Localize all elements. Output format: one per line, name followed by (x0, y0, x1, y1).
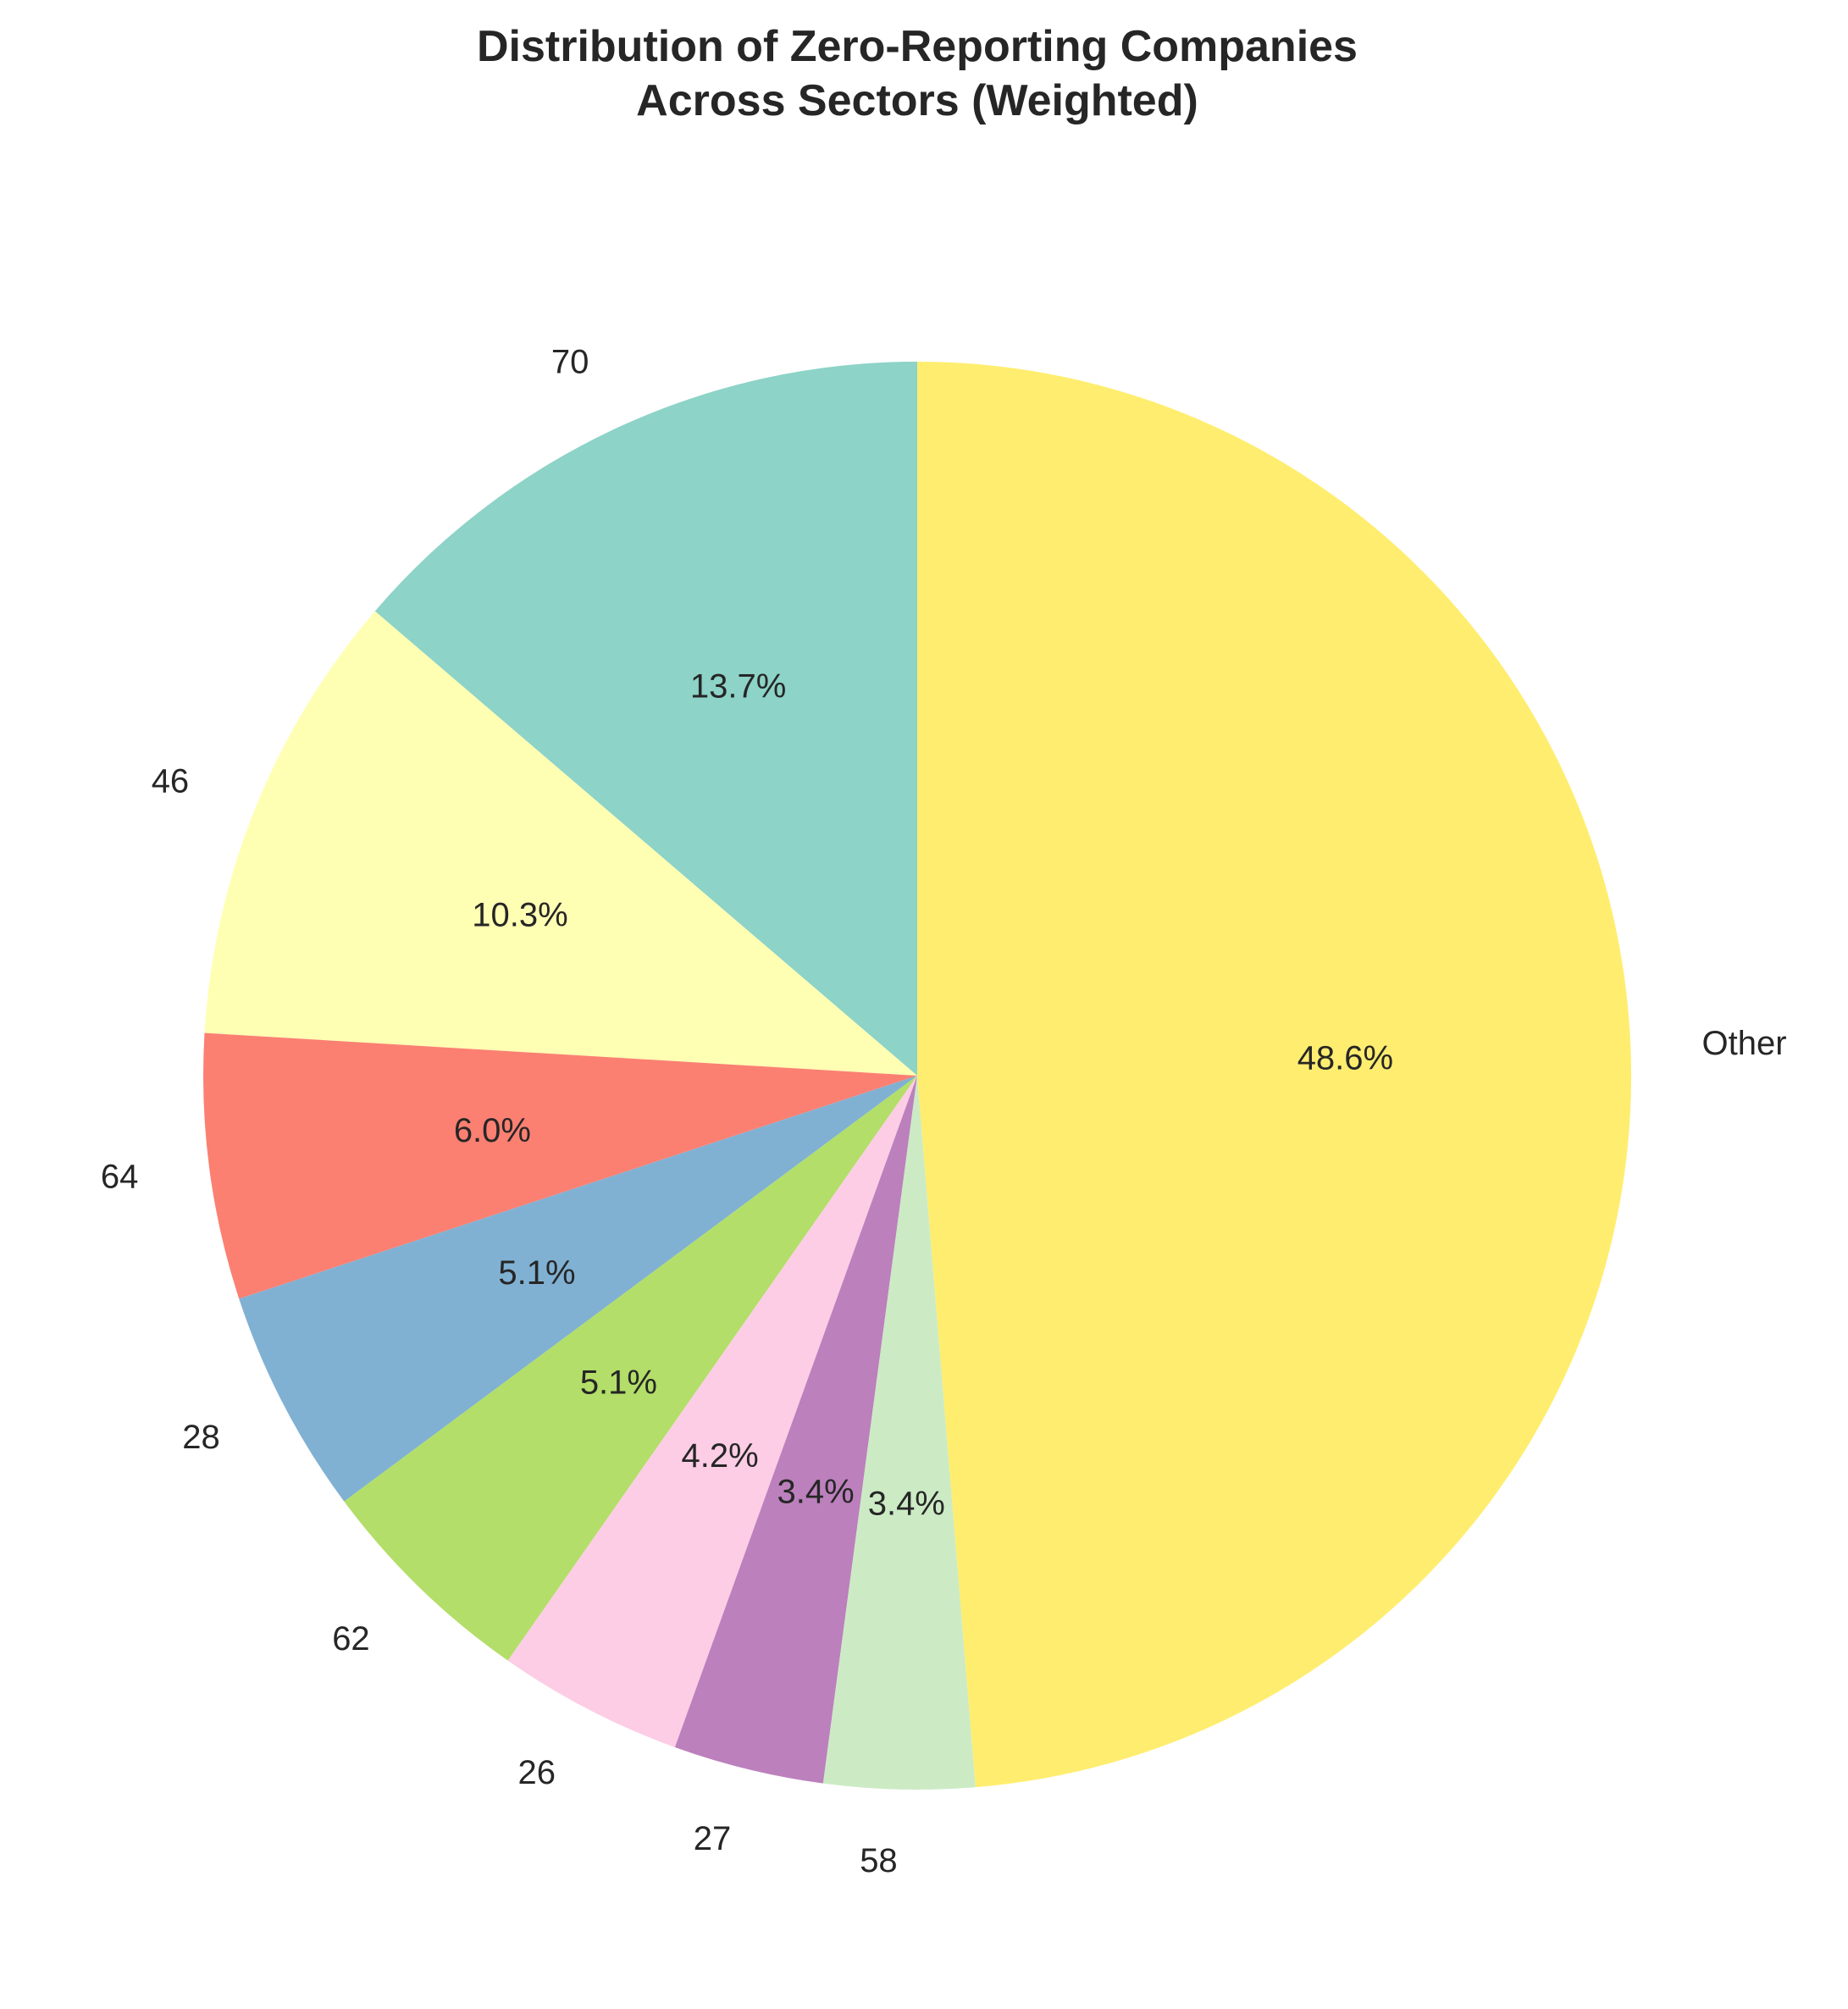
slice-pct-27: 3.4% (777, 1473, 855, 1510)
slice-label-26: 26 (518, 1754, 556, 1791)
slice-pct-58: 3.4% (868, 1486, 945, 1523)
slice-label-62: 62 (332, 1620, 370, 1658)
pie-slice-46 (204, 611, 917, 1076)
pie-slice-62 (344, 1076, 918, 1661)
pie-slice-28 (239, 1076, 917, 1502)
slice-pct-26: 4.2% (682, 1437, 759, 1475)
pie-slice-58 (822, 1076, 976, 1790)
slice-pct-28: 5.1% (498, 1254, 575, 1292)
slice-pct-other: 48.6% (1297, 1039, 1393, 1076)
slice-pct-46: 10.3% (472, 897, 567, 934)
slice-pct-62: 5.1% (580, 1364, 657, 1402)
pie-slice-26 (507, 1076, 917, 1747)
slice-label-70: 70 (551, 344, 589, 381)
chart-title-line-2: Across Sectors (Weighted) (636, 76, 1198, 125)
slice-label-28: 28 (182, 1419, 220, 1456)
pie-labels: 70 13.7% 46 10.3% 64 6.0% 28 5.1% 62 5.1% 26 4.2% 27… (101, 344, 1787, 1879)
pie-slice-27 (674, 1076, 917, 1784)
slice-label-58: 58 (860, 1842, 898, 1879)
pie-slice-other (917, 362, 1632, 1788)
slice-label-46: 46 (152, 763, 190, 800)
pie-slices (203, 362, 1632, 1790)
slice-label-other: Other (1702, 1025, 1787, 1062)
pie-slice-64 (203, 1032, 918, 1299)
slice-pct-64: 6.0% (454, 1112, 531, 1149)
slice-label-27: 27 (694, 1820, 732, 1857)
slice-label-64: 64 (101, 1158, 139, 1195)
chart-title-line-1: Distribution of Zero-Reporting Companies (477, 22, 1358, 71)
pie-slice-70 (374, 362, 917, 1076)
slice-pct-70: 13.7% (690, 668, 786, 706)
